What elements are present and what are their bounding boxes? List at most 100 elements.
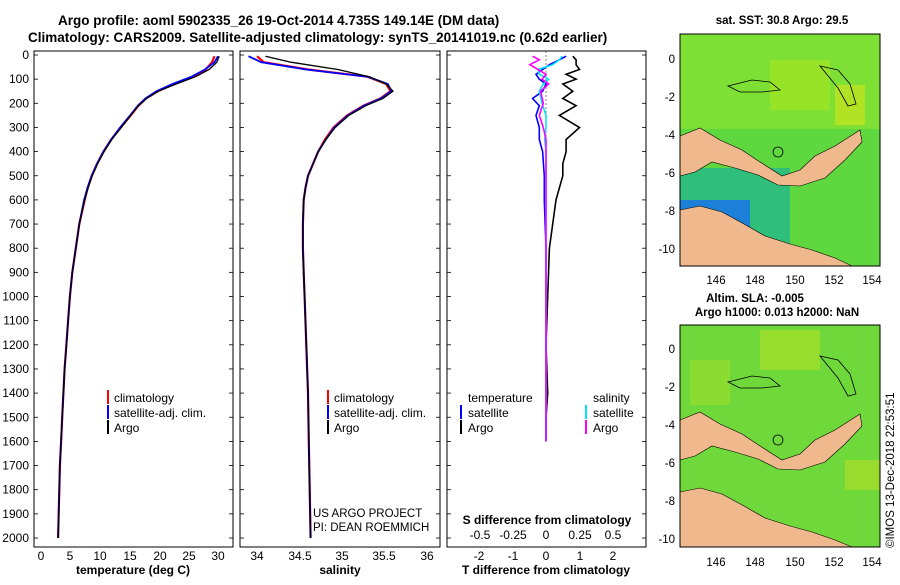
depth-tick-label: 900 <box>9 265 29 279</box>
sla-map-title-line2: Argo h1000: 0.013 h2000: NaN <box>695 307 859 319</box>
sla-island-outline <box>818 355 857 397</box>
sla-xtick: 146 <box>706 557 725 569</box>
depth-tick-label: 100 <box>9 72 29 86</box>
sst-map-title: sat. SST: 30.8 Argo: 29.5 <box>716 15 849 27</box>
legend-argo-label: Argo <box>114 421 140 435</box>
t-diff-argo-line <box>545 55 581 442</box>
t-diff-x-ticks: -2 -1 0 1 2 <box>474 549 617 563</box>
depth-tick-label: 400 <box>9 145 29 159</box>
sla-map-title-line1: Altim. SLA: -0.005 <box>706 293 804 305</box>
sla-yellow-patch <box>760 330 820 370</box>
legend-climatology-label: climatology <box>114 391 174 405</box>
depth-tick-label: 300 <box>9 120 29 134</box>
temperature-panel-frame <box>33 50 234 548</box>
sla-yellow-patch <box>690 360 730 405</box>
temperature-argo-line <box>57 55 220 539</box>
sla-yellow-patch <box>845 460 880 490</box>
legend-s-argo-label: Argo <box>593 421 619 435</box>
sdiff-tick-label: -0.5 <box>470 528 491 542</box>
sla-x-ticks: 146 148 150 152 154 <box>706 557 882 569</box>
sal-tick-label: 34 <box>250 549 264 563</box>
depth-axis: 0 100 200 300 400 500 600 700 800 900 1000 1100 1200… <box>2 48 29 545</box>
sst-island-outline <box>818 65 857 107</box>
temperature-legend: climatology satellite-adj. clim. Argo <box>107 390 206 435</box>
tdiff-tick-label: -2 <box>474 549 485 563</box>
temperature-plot-area <box>57 55 220 539</box>
sdiff-tick-label: 0 <box>543 528 550 542</box>
legend-climatology-label: climatology <box>334 391 394 405</box>
credit-pi: PI: DEAN ROEMMICH <box>313 522 429 534</box>
salinity-panel-frame <box>239 50 441 548</box>
depth-tick-label: 1200 <box>2 338 29 352</box>
sdiff-tick-label: -0.25 <box>499 528 527 542</box>
sst-ytick: 0 <box>669 54 675 66</box>
sal-tick-label: 34.5 <box>288 549 312 563</box>
legend-s-satellite-label: satellite <box>593 406 634 420</box>
s-diff-ticks: -0.5 -0.25 0 0.25 0.5 <box>470 528 622 542</box>
s-diff-argo-line <box>528 55 550 442</box>
sst-y-ticks: 0 -2 -4 -6 -8 -10 <box>658 54 675 256</box>
sla-map-frame <box>679 324 881 548</box>
depth-tick-label: 1400 <box>2 386 29 400</box>
depth-tick-label: 2000 <box>2 531 29 545</box>
s-diff-axis-label: S difference from climatology <box>463 513 632 527</box>
tdiff-tick-label: -1 <box>508 549 519 563</box>
footer-timestamp: ©IMOS 13-Dec-2018 22:53:51 <box>885 392 897 548</box>
depth-tick-label: 1000 <box>2 290 29 304</box>
sst-yellow-patch <box>770 60 830 110</box>
legend-satellite-label: satellite-adj. clim. <box>334 406 426 420</box>
sdiff-tick-label: 0.25 <box>568 528 592 542</box>
sla-land-papua <box>679 411 863 471</box>
legend-t-satellite-label: satellite <box>468 406 509 420</box>
sla-xtick: 152 <box>824 557 843 569</box>
sla-ytick: -10 <box>658 534 675 546</box>
sal-tick-label: 36 <box>420 549 434 563</box>
sal-tick-label: 35 <box>335 549 349 563</box>
sla-ytick: -2 <box>665 382 675 394</box>
tdiff-tick-label: 2 <box>610 549 617 563</box>
tdiff-tick-label: 0 <box>543 549 550 563</box>
sla-ytick: 0 <box>669 344 675 356</box>
sst-ytick: -4 <box>665 130 676 142</box>
temp-tick-label: 5 <box>67 549 74 563</box>
sst-xtick: 152 <box>824 275 843 287</box>
sst-xtick: 148 <box>745 275 764 287</box>
temperature-x-label: temperature (deg C) <box>76 563 190 577</box>
depth-tick-label: 500 <box>9 169 29 183</box>
salinity-x-ticks: 34 34.5 35 35.5 36 <box>250 549 434 563</box>
sla-xtick: 148 <box>745 557 764 569</box>
salinity-argo-line <box>265 55 394 539</box>
sst-land-papua <box>679 127 863 187</box>
depth-tick-label: 600 <box>9 193 29 207</box>
difference-legend: temperature satellite Argo salinity sate… <box>460 391 634 435</box>
sla-ytick: -8 <box>665 496 675 508</box>
tdiff-tick-label: 1 <box>577 549 584 563</box>
temp-tick-label: 25 <box>182 549 196 563</box>
depth-tick-label: 1100 <box>3 314 29 328</box>
salinity-x-label: salinity <box>319 563 361 577</box>
depth-tick-label: 1300 <box>2 362 29 376</box>
sla-y-ticks: 0 -2 -4 -6 -8 -10 <box>658 344 675 546</box>
difference-plot-area <box>528 51 581 442</box>
sst-xtick: 150 <box>785 275 804 287</box>
legend-temperature-title: temperature <box>468 391 533 405</box>
legend-salinity-title: salinity <box>593 391 630 405</box>
sla-ytick: -6 <box>665 458 675 470</box>
temp-tick-label: 20 <box>153 549 167 563</box>
figure-title-line2: Climatology: CARS2009. Satellite-adjuste… <box>28 30 607 45</box>
sst-xtick: 154 <box>862 275 882 287</box>
depth-tick-label: 1500 <box>2 410 29 424</box>
sla-island-outline <box>772 434 784 446</box>
sla-island-outline <box>726 375 782 389</box>
sst-x-ticks: 146 148 150 152 154 <box>706 275 882 287</box>
t-diff-x-label: T difference from climatology <box>462 563 630 577</box>
sst-xtick: 146 <box>706 275 725 287</box>
sst-ytick: -2 <box>665 92 675 104</box>
sst-map-frame <box>679 33 881 267</box>
depth-tick-label: 1600 <box>2 434 29 448</box>
sla-ytick: -4 <box>665 420 676 432</box>
sal-tick-label: 35.5 <box>372 549 396 563</box>
depth-tick-label: 0 <box>22 48 29 62</box>
sst-island-outline <box>772 146 784 158</box>
